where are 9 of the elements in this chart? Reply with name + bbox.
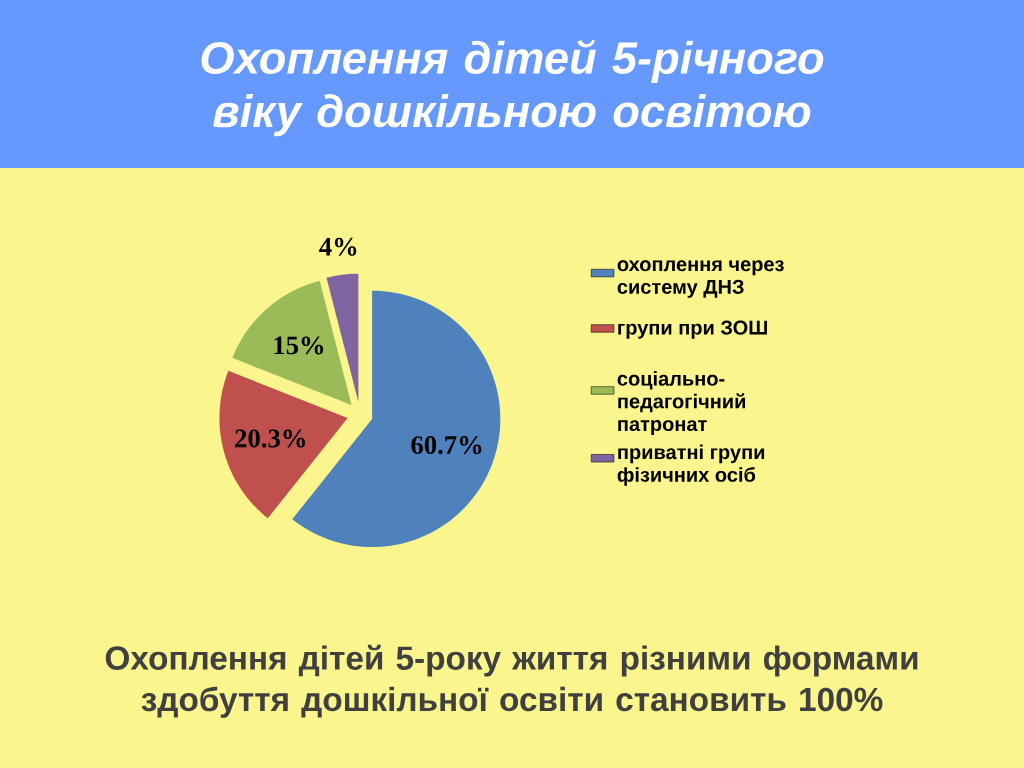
data-label: 15%: [274, 336, 324, 355]
data-label: 20.3%: [235, 429, 305, 448]
text: Охоплення дітей 5-року життя різними формами здобуття дошкільної освіти становить 100%: [105, 644, 918, 718]
chart-title: Охоплення дітей 5-річного віку дошкільною освітою: [201, 39, 824, 137]
legend-label: охоплення через систему ДНЗ: [617, 260, 784, 298]
data-label: 60.7%: [411, 436, 482, 455]
legend-label: групи при ЗОШ: [618, 320, 767, 339]
legend-label: приватні групи фізичних осіб: [617, 444, 765, 486]
data-label: 4%: [319, 237, 357, 256]
